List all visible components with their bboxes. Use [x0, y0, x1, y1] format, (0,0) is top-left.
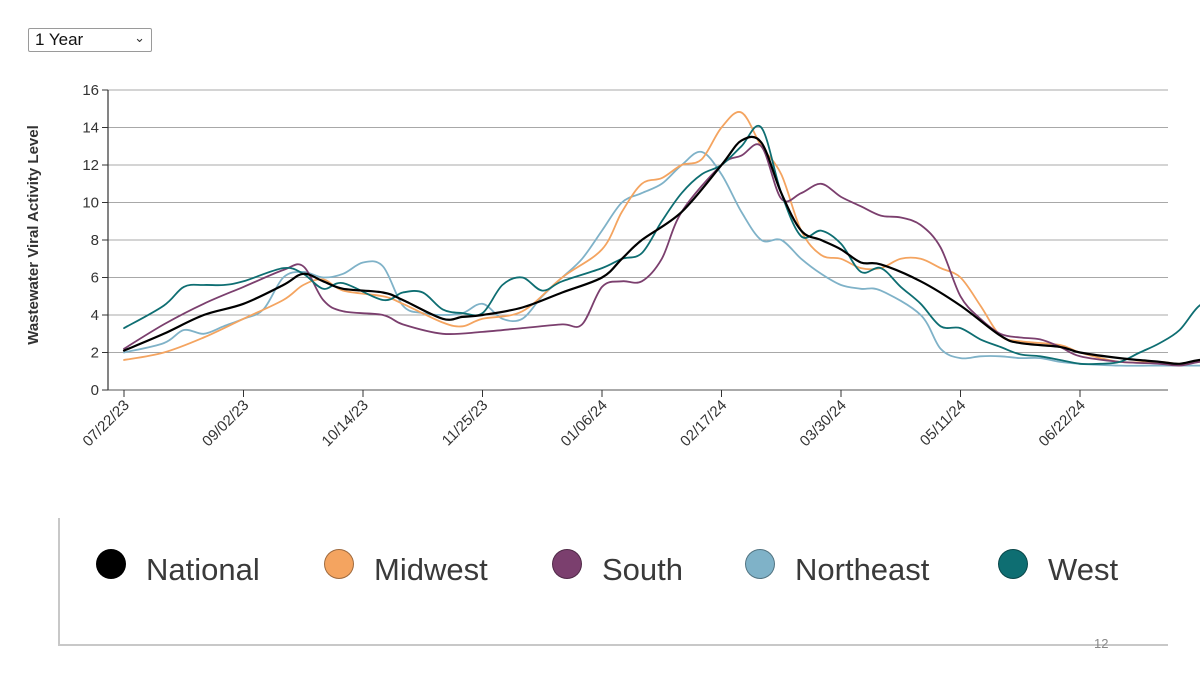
y-tick-label: 6 [91, 270, 99, 287]
series-line-south[interactable] [123, 143, 1200, 367]
legend-item-south[interactable]: South [552, 546, 683, 587]
legend-label-midwest: Midwest [374, 552, 488, 587]
x-tick-label: 06/22/24 [1036, 397, 1089, 450]
y-axis-label: Wastewater Viral Activity Level [25, 125, 42, 345]
chevron-down-icon: ⌄ [134, 30, 145, 45]
y-tick-label: 4 [91, 307, 99, 324]
legend-item-national[interactable]: National [96, 546, 260, 587]
y-tick-label: 10 [82, 195, 99, 212]
x-tick-label: 05/11/24 [917, 397, 970, 450]
time-range-value: 1 Year [35, 30, 84, 49]
legend: National Midwest South Northeast West [58, 518, 1168, 646]
legend-label-west: West [1048, 552, 1119, 587]
series-line-midwest[interactable] [123, 111, 1200, 365]
wastewater-line-chart: 0 2 4 6 8 10 12 14 16 07/22/23 09/02/23 10/14/23 11/… [25, 82, 1200, 450]
x-tick-label: 01/06/24 [558, 397, 611, 450]
x-tick-label: 10/14/23 [319, 397, 372, 450]
series-line-national[interactable] [122, 135, 1200, 365]
y-tick-label: 0 [91, 382, 99, 399]
northeast-swatch-icon [745, 549, 775, 579]
series-line-west[interactable] [123, 124, 1200, 366]
page-number: 12 [1094, 636, 1109, 651]
y-tick-label: 14 [82, 120, 99, 137]
west-swatch-icon [998, 549, 1028, 579]
time-range-select[interactable]: 1 Year ⌄ [28, 28, 152, 52]
legend-label-south: South [602, 552, 684, 587]
x-tick-label: 03/30/24 [797, 397, 850, 450]
y-tick-label: 12 [82, 157, 99, 174]
x-tick-label: 09/02/23 [199, 397, 252, 450]
legend-item-west[interactable]: West [998, 546, 1118, 587]
legend-label-national: National [146, 552, 260, 587]
legend-label-northeast: Northeast [795, 552, 930, 587]
y-tick-label: 2 [91, 345, 99, 362]
y-tick-label: 8 [91, 232, 99, 249]
x-tick-label: 11/25/23 [439, 397, 492, 450]
midwest-swatch-icon [324, 549, 354, 579]
legend-item-midwest[interactable]: Midwest [324, 546, 488, 587]
x-tick-label: 07/22/23 [80, 397, 133, 450]
legend-item-northeast[interactable]: Northeast [745, 546, 929, 587]
south-swatch-icon [552, 549, 582, 579]
x-tick-label: 02/17/24 [677, 397, 730, 450]
national-swatch-icon [96, 549, 126, 579]
y-tick-label: 16 [82, 82, 99, 99]
